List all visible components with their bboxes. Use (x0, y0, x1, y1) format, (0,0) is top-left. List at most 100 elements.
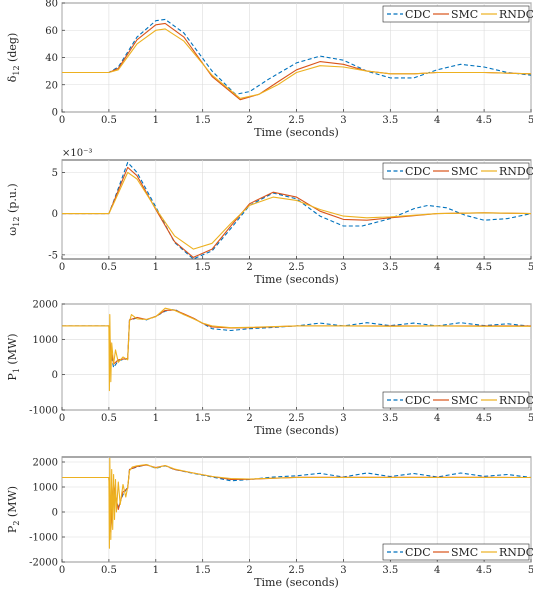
x-tick-label: 3.5 (382, 413, 398, 424)
series-line-rndc (62, 28, 531, 99)
y-tick-label: -5 (48, 250, 58, 261)
x-tick-label: 2.5 (289, 413, 305, 424)
y-tick-label: -1000 (29, 406, 58, 417)
series-group (62, 307, 531, 392)
x-tick-label: 3 (340, 413, 346, 424)
series-line-rndc (62, 171, 531, 250)
y-tick-label: 20 (45, 80, 58, 91)
series-line-cdc (62, 463, 531, 528)
legend-label-rndc: RNDC (499, 546, 533, 559)
legend: CDC SMC RNDC (382, 391, 533, 409)
series-group (62, 18, 531, 101)
x-tick-label: 1 (153, 413, 159, 424)
x-tick-label: 1 (153, 115, 159, 126)
legend-label-smc: SMC (451, 165, 478, 178)
legend: CDC SMC RNDC (382, 543, 533, 561)
legend-label-smc: SMC (451, 546, 478, 559)
x-tick-label: 0.5 (101, 565, 117, 576)
series-line-rndc (62, 457, 531, 549)
y-tick-label: 5 (52, 168, 58, 179)
y-tick-label: 40 (45, 53, 58, 64)
x-tick-label: 0.5 (101, 262, 117, 273)
panel-delta: 0 0.5 1 1.5 2 2.5 3 3.5 4 4.5 5 0 20 40 60 80 Time (seco… (6, 0, 533, 139)
legend-label-cdc: CDC (405, 165, 431, 178)
y-axis-label: P2 (MW) (6, 486, 21, 533)
y-tick-label: 1000 (33, 335, 58, 346)
y-tick-label: 1000 (33, 483, 58, 494)
legend: CDC SMC RNDC (382, 162, 533, 180)
y-axis-label: P1 (MW) (6, 333, 21, 380)
legend: CDC SMC RNDC (382, 5, 533, 23)
x-tick-label: 1.5 (195, 262, 211, 273)
x-tick-label: 0 (59, 115, 65, 126)
x-axis-label: Time (seconds) (254, 273, 339, 286)
x-tick-label: 3 (340, 115, 346, 126)
y-exponent-label: ×10⁻³ (62, 148, 92, 159)
legend-box (382, 5, 530, 23)
panel-p2: 0 0.5 1 1.5 2 2.5 3 3.5 4 4.5 5 -2000 -1000 0 1000 2000… (6, 456, 533, 589)
x-tick-label: 0 (59, 413, 65, 424)
x-tick-label: 4.5 (476, 413, 492, 424)
x-tick-label: 3.5 (382, 115, 398, 126)
x-tick-label: 2.5 (289, 565, 305, 576)
x-tick-label: 2.5 (289, 262, 305, 273)
legend-label-cdc: CDC (405, 546, 431, 559)
x-tick-label: 5 (528, 115, 533, 126)
x-tick-label: 2 (246, 565, 252, 576)
legend-label-smc: SMC (451, 8, 478, 21)
y-tick-label: -1000 (29, 533, 58, 544)
y-tick-label: 0 (52, 508, 58, 519)
y-tick-label: 0 (52, 209, 58, 220)
legend-label-smc: SMC (451, 394, 478, 407)
x-tick-label: 4 (434, 565, 440, 576)
y-tick-label: 0 (52, 108, 58, 119)
x-tick-label: 3 (340, 565, 346, 576)
x-tick-label: 4 (434, 262, 440, 273)
x-tick-label: 4.5 (476, 565, 492, 576)
x-axis-label: Time (seconds) (254, 126, 339, 139)
x-tick-label: 1.5 (195, 115, 211, 126)
y-axis-label: δ12 (deg) (6, 33, 21, 83)
x-axis-label: Time (seconds) (254, 576, 339, 589)
y-tick-label: 60 (45, 26, 58, 37)
y-tick-label: 2000 (33, 300, 58, 311)
panel-p1: 0 0.5 1 1.5 2 2.5 3 3.5 4 4.5 5-1000010002000Time … (6, 300, 533, 438)
x-tick-label: 2.5 (289, 115, 305, 126)
legend-label-rndc: RNDC (499, 8, 533, 21)
x-tick-label: 0.5 (101, 413, 117, 424)
x-tick-label: 1.5 (195, 565, 211, 576)
x-tick-label: 4.5 (476, 262, 492, 273)
legend-box (382, 543, 530, 561)
x-tick-label: 2 (246, 262, 252, 273)
x-tick-label: 2 (246, 115, 252, 126)
legend-label-cdc: CDC (405, 394, 431, 407)
y-tick-label: 80 (45, 0, 58, 10)
series-line-rndc (62, 307, 531, 392)
series-line-cdc (62, 161, 531, 259)
x-tick-label: 4 (434, 413, 440, 424)
y-axis-label: ω12 (p.u.) (6, 183, 21, 235)
legend-label-rndc: RNDC (499, 165, 533, 178)
x-tick-label: 0 (59, 565, 65, 576)
x-tick-label: 5 (528, 565, 533, 576)
y-tick-label: 0 (52, 370, 58, 381)
series-group (62, 161, 531, 259)
x-tick-label: 3.5 (382, 565, 398, 576)
x-tick-label: 0.5 (101, 115, 117, 126)
x-tick-label: 1 (153, 565, 159, 576)
x-tick-label: 5 (528, 262, 533, 273)
x-tick-label: 0 (59, 262, 65, 273)
legend-box (382, 391, 530, 409)
legend-box (382, 162, 530, 180)
series-group (62, 457, 531, 549)
x-tick-label: 5 (528, 413, 533, 424)
legend-label-cdc: CDC (405, 8, 431, 21)
x-tick-label: 2 (246, 413, 252, 424)
legend-label-rndc: RNDC (499, 394, 533, 407)
x-axis-label: Time (seconds) (254, 424, 339, 437)
series-line-cdc (62, 18, 531, 95)
y-tick-label: 2000 (33, 458, 58, 469)
y-tick-label: -2000 (29, 558, 58, 569)
x-tick-label: 1 (153, 262, 159, 273)
